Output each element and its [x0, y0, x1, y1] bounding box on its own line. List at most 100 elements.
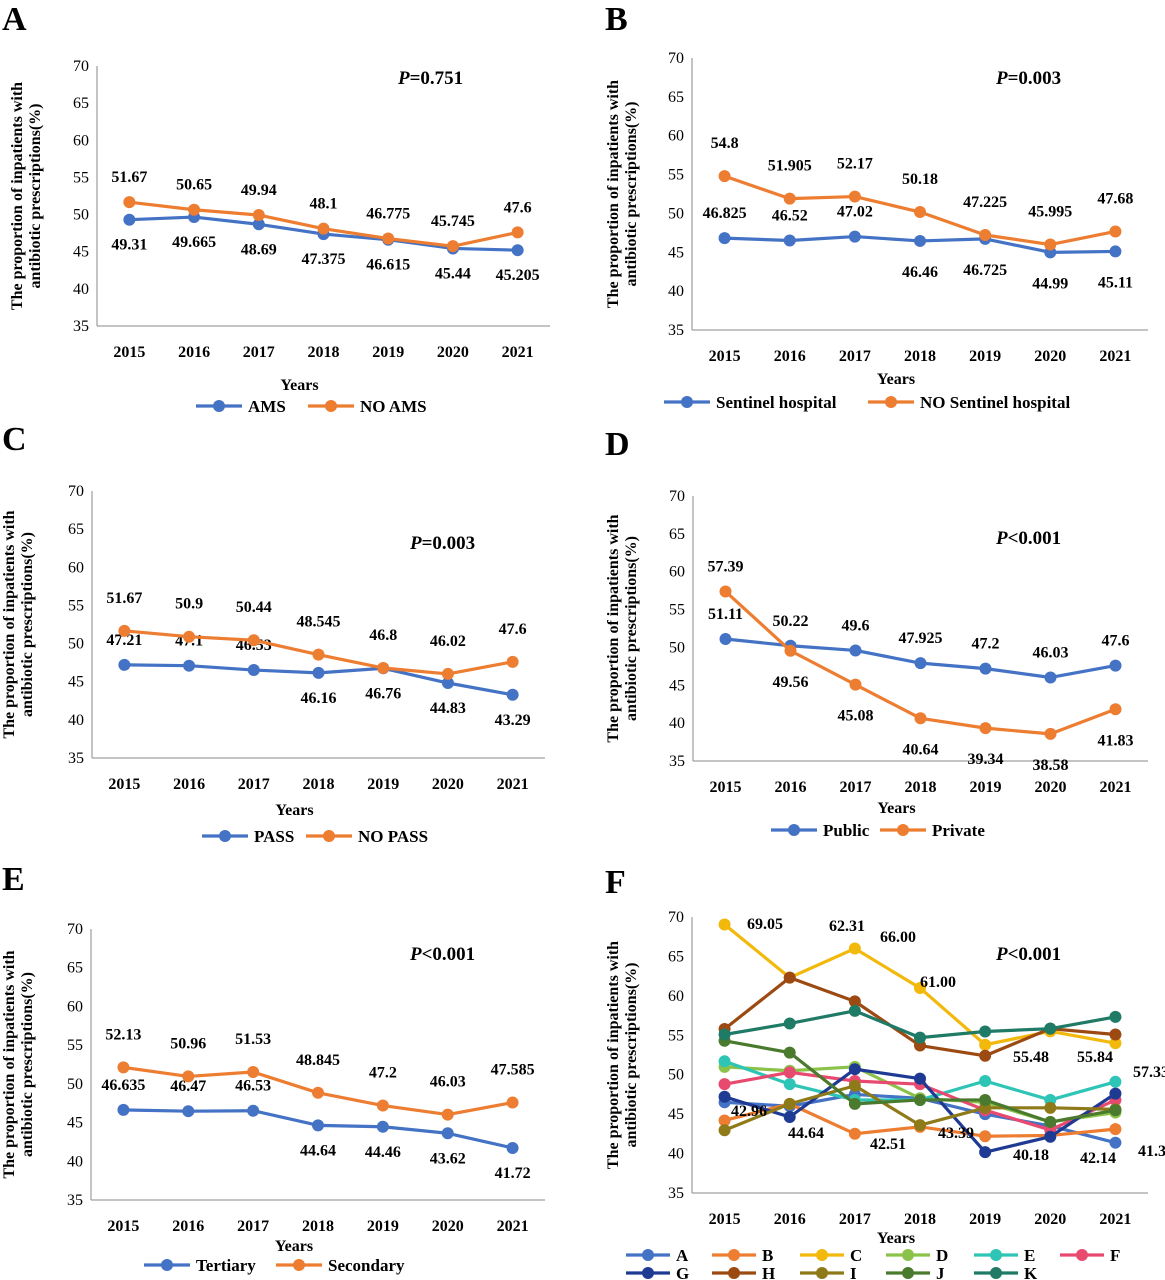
- data-point: [914, 1093, 926, 1106]
- legend-swatch-marker: [161, 1259, 173, 1271]
- y-tick-label: 35: [669, 753, 685, 770]
- data-label: 50.65: [176, 177, 212, 194]
- data-point: [1109, 703, 1122, 716]
- x-tick-label: 2015: [108, 776, 140, 793]
- y-tick-label: 40: [68, 712, 84, 729]
- y-tick-label: 55: [73, 169, 89, 186]
- data-point: [783, 1110, 796, 1123]
- legend-label: Tertiary: [196, 1256, 256, 1275]
- y-tick-label: 35: [67, 1192, 83, 1209]
- data-label: 46.03: [430, 1074, 466, 1091]
- data-label: 44.83: [430, 700, 466, 717]
- data-label: 41.83: [1098, 732, 1134, 749]
- y-tick-label: 45: [668, 244, 684, 261]
- data-point: [1109, 1087, 1122, 1100]
- data-point: [317, 222, 330, 235]
- data-label: 57.39: [708, 558, 744, 575]
- x-tick-label: 2019: [372, 344, 404, 361]
- data-label: 46.47: [170, 1078, 206, 1095]
- x-tick-label: 2018: [904, 1211, 936, 1228]
- panel-letter: C: [2, 421, 27, 458]
- y-tick-label: 55: [668, 167, 684, 184]
- x-tick-label: 2021: [1100, 779, 1132, 796]
- legend-swatch-marker: [990, 1267, 1002, 1279]
- data-point: [506, 1096, 519, 1109]
- x-tick-label: 2016: [774, 1211, 806, 1228]
- data-point: [382, 232, 395, 245]
- data-point: [783, 1046, 796, 1059]
- legend-label: E: [1024, 1246, 1035, 1265]
- data-point: [848, 190, 861, 203]
- data-point: [914, 981, 926, 994]
- data-label: 54.8: [711, 135, 739, 152]
- data-point: [312, 648, 325, 661]
- data-label: 42.14: [1080, 1150, 1116, 1167]
- data-point: [718, 1090, 731, 1103]
- data-point: [506, 655, 519, 668]
- data-point: [848, 1079, 861, 1092]
- data-label: 44.99: [1032, 275, 1068, 292]
- legend-label: PASS: [254, 827, 294, 846]
- x-tick-label: 2019: [367, 776, 399, 793]
- y-axis-label: The proportion of inpatients withantibio…: [1, 510, 36, 738]
- p-value-label: P=0.751: [397, 68, 463, 89]
- legend-label: D: [936, 1246, 948, 1265]
- y-tick-label: 40: [669, 715, 685, 732]
- legend-swatch-marker: [1076, 1249, 1088, 1261]
- data-point: [247, 1066, 260, 1079]
- data-label: 47.6: [499, 621, 527, 638]
- y-tick-label: 45: [68, 674, 84, 691]
- data-point: [914, 1031, 926, 1044]
- y-tick-label: 65: [67, 960, 83, 977]
- data-label: 66.00: [880, 929, 916, 946]
- data-point: [247, 664, 260, 677]
- x-tick-label: 2020: [1034, 348, 1066, 365]
- data-label: 61.00: [920, 974, 956, 991]
- data-point: [979, 228, 992, 241]
- data-point: [441, 1127, 454, 1140]
- legend-swatch-marker: [681, 396, 693, 408]
- legend-label: J: [936, 1264, 945, 1280]
- data-label: 47.585: [491, 1062, 535, 1079]
- data-point: [117, 1103, 130, 1116]
- legend-swatch-marker: [642, 1249, 654, 1261]
- data-point: [1109, 1028, 1122, 1041]
- y-tick-label: 60: [67, 998, 83, 1015]
- x-tick-label: 2015: [113, 344, 145, 361]
- data-label: 38.58: [1033, 757, 1069, 774]
- data-label: 69.05: [747, 916, 783, 933]
- y-axis-label: The proportion of inpatients withantibio…: [605, 514, 640, 742]
- data-label: 57.33: [1133, 1064, 1165, 1081]
- x-tick-label: 2021: [497, 776, 529, 793]
- x-tick-label: 2015: [710, 779, 742, 796]
- data-point: [1044, 727, 1057, 740]
- x-tick-label: 2015: [107, 1218, 139, 1235]
- data-label: 47.225: [963, 194, 1007, 211]
- p-value-label: P<0.001: [409, 944, 475, 965]
- y-tick-label: 45: [73, 244, 89, 261]
- data-point: [1109, 1075, 1122, 1088]
- legend-swatch-marker: [788, 824, 800, 836]
- legend-label: G: [676, 1264, 689, 1280]
- x-tick-label: 2017: [238, 776, 270, 793]
- data-point: [979, 1038, 992, 1051]
- data-point: [1044, 1130, 1057, 1143]
- data-point: [979, 1130, 992, 1143]
- data-label: 51.67: [111, 169, 147, 186]
- y-tick-label: 50: [669, 639, 685, 656]
- legend-label: C: [850, 1246, 862, 1265]
- data-label: 48.545: [297, 614, 341, 631]
- legend-swatch-marker: [213, 400, 225, 412]
- legend-label: AMS: [248, 397, 286, 416]
- data-point: [1109, 659, 1122, 672]
- y-tick-label: 65: [668, 948, 684, 965]
- y-tick-label: 60: [68, 559, 84, 576]
- data-label: 42.51: [870, 1136, 906, 1153]
- legend-label: Private: [932, 821, 985, 840]
- x-tick-label: 2018: [904, 348, 936, 365]
- chart-panel-d: 35 40 45 50 55 60 65 70 2015 2016 2017 2018 2019 2020…: [605, 426, 1148, 840]
- x-tick-label: 2019: [969, 1211, 1001, 1228]
- panel-letter: B: [605, 1, 628, 38]
- data-point: [979, 722, 992, 735]
- data-point: [312, 666, 325, 679]
